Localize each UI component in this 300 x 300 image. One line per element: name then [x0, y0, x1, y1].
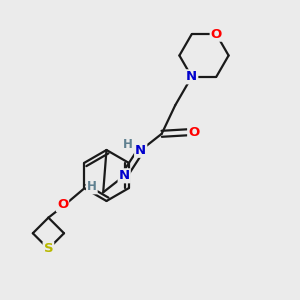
Text: S: S — [44, 242, 53, 255]
Text: H: H — [87, 180, 97, 194]
Text: O: O — [188, 126, 200, 139]
Text: O: O — [57, 198, 68, 211]
Text: N: N — [118, 169, 130, 182]
Text: H: H — [123, 138, 133, 152]
Text: N: N — [186, 70, 197, 83]
Text: O: O — [211, 28, 222, 41]
Text: N: N — [135, 144, 146, 157]
